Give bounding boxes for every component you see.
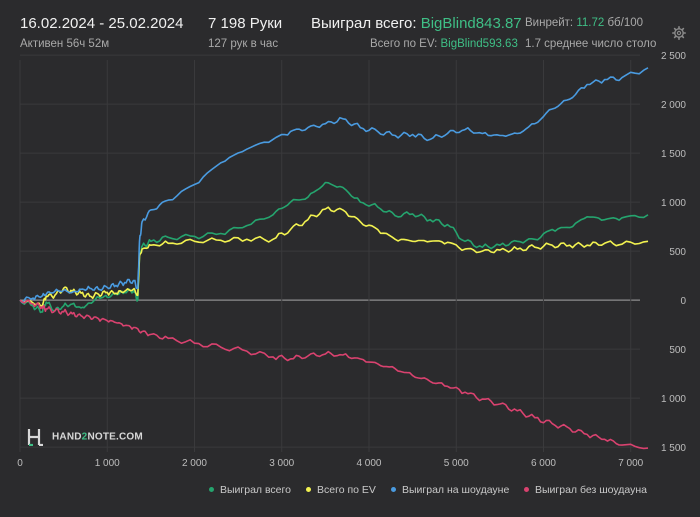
legend-label: Выиграл всего	[220, 484, 291, 496]
y-tick-label: 1 000	[661, 198, 686, 209]
legend-dot	[524, 486, 529, 492]
won-total-label: Выиграл всего:	[311, 15, 417, 32]
x-tick-label: 3 000	[269, 458, 294, 469]
x-tick-label: 7 000	[618, 458, 643, 469]
hands-total: 7 198 Руки	[208, 15, 283, 32]
y-tick-label: 500	[669, 247, 686, 258]
x-tick-label: 4 000	[356, 458, 381, 469]
y-tick-label: 1 500	[661, 443, 686, 454]
y-tick-label: 2 000	[661, 100, 686, 111]
ev-total: Всего по EV: BigBlind593.63	[370, 38, 518, 50]
x-tick-label: 6 000	[531, 458, 556, 469]
legend-item-non-showdown[interactable]: Выиграл без шоудауна	[524, 484, 647, 496]
series-line-2	[19, 67, 649, 304]
gear-icon[interactable]	[672, 26, 686, 40]
legend-item-ev-total[interactable]: Всего по EV	[306, 484, 376, 496]
y-tick-label: 1 500	[661, 149, 686, 160]
y-tick-label: 500	[669, 345, 686, 356]
legend-label: Выиграл на шоудауне	[402, 484, 510, 496]
winrate-label: Винрейт:	[525, 17, 574, 29]
won-total: Выиграл всего: BigBlind843.87	[311, 15, 522, 32]
active-time: Активен 56ч 52м	[20, 38, 110, 50]
y-tick-label: 0	[680, 296, 686, 307]
legend-dot	[306, 486, 311, 492]
series-line-3	[19, 299, 649, 450]
logo-text-hand: HAND	[51, 431, 82, 443]
hands-per-hour: 127 рук в час	[208, 38, 279, 50]
x-tick-label: 0	[17, 458, 23, 469]
chart-ticks: 2 500 2 000 1 500 1 000 500 0 500 1 000 1 500 0 1 …	[17, 51, 686, 469]
winrate-unit: бб/100	[607, 17, 644, 29]
legend-label: Всего по EV	[317, 484, 376, 496]
series-line-0	[19, 181, 649, 314]
hand2note-logo-icon	[27, 429, 43, 447]
x-tick-label: 5 000	[444, 458, 469, 469]
legend-item-showdown[interactable]: Выиграл на шоудауне	[391, 484, 509, 496]
ev-total-label: Всего по EV:	[370, 38, 438, 50]
legend-label: Выиграл без шоудауна	[535, 484, 647, 496]
winrate-value: 11.72	[576, 17, 605, 29]
hand2note-logo: HAND2NOTE.COM	[27, 428, 143, 447]
logo-text-note: NOTE.COM	[87, 431, 143, 443]
chart-grid	[19, 54, 640, 452]
logo-text-two: 2	[81, 431, 88, 443]
y-tick-label: 1 000	[661, 394, 686, 405]
legend-item-won-total[interactable]: Выиграл всего	[209, 484, 291, 496]
winrate: Винрейт: 11.72 бб/100	[525, 17, 643, 29]
legend-dot	[391, 486, 396, 492]
y-tick-label: 2 500	[661, 51, 686, 62]
date-range: 16.02.2024 - 25.02.2024	[20, 15, 184, 32]
x-tick-label: 2 000	[182, 458, 207, 469]
series-line-1	[19, 206, 649, 307]
won-total-value: BigBlind843.87	[420, 15, 522, 32]
tables-avg: 1.7 среднее число столо	[525, 38, 657, 50]
ev-total-value: BigBlind593.63	[440, 38, 518, 50]
x-tick-label: 1 000	[95, 458, 120, 469]
legend-dot	[209, 486, 214, 492]
chart-lines	[19, 67, 649, 450]
